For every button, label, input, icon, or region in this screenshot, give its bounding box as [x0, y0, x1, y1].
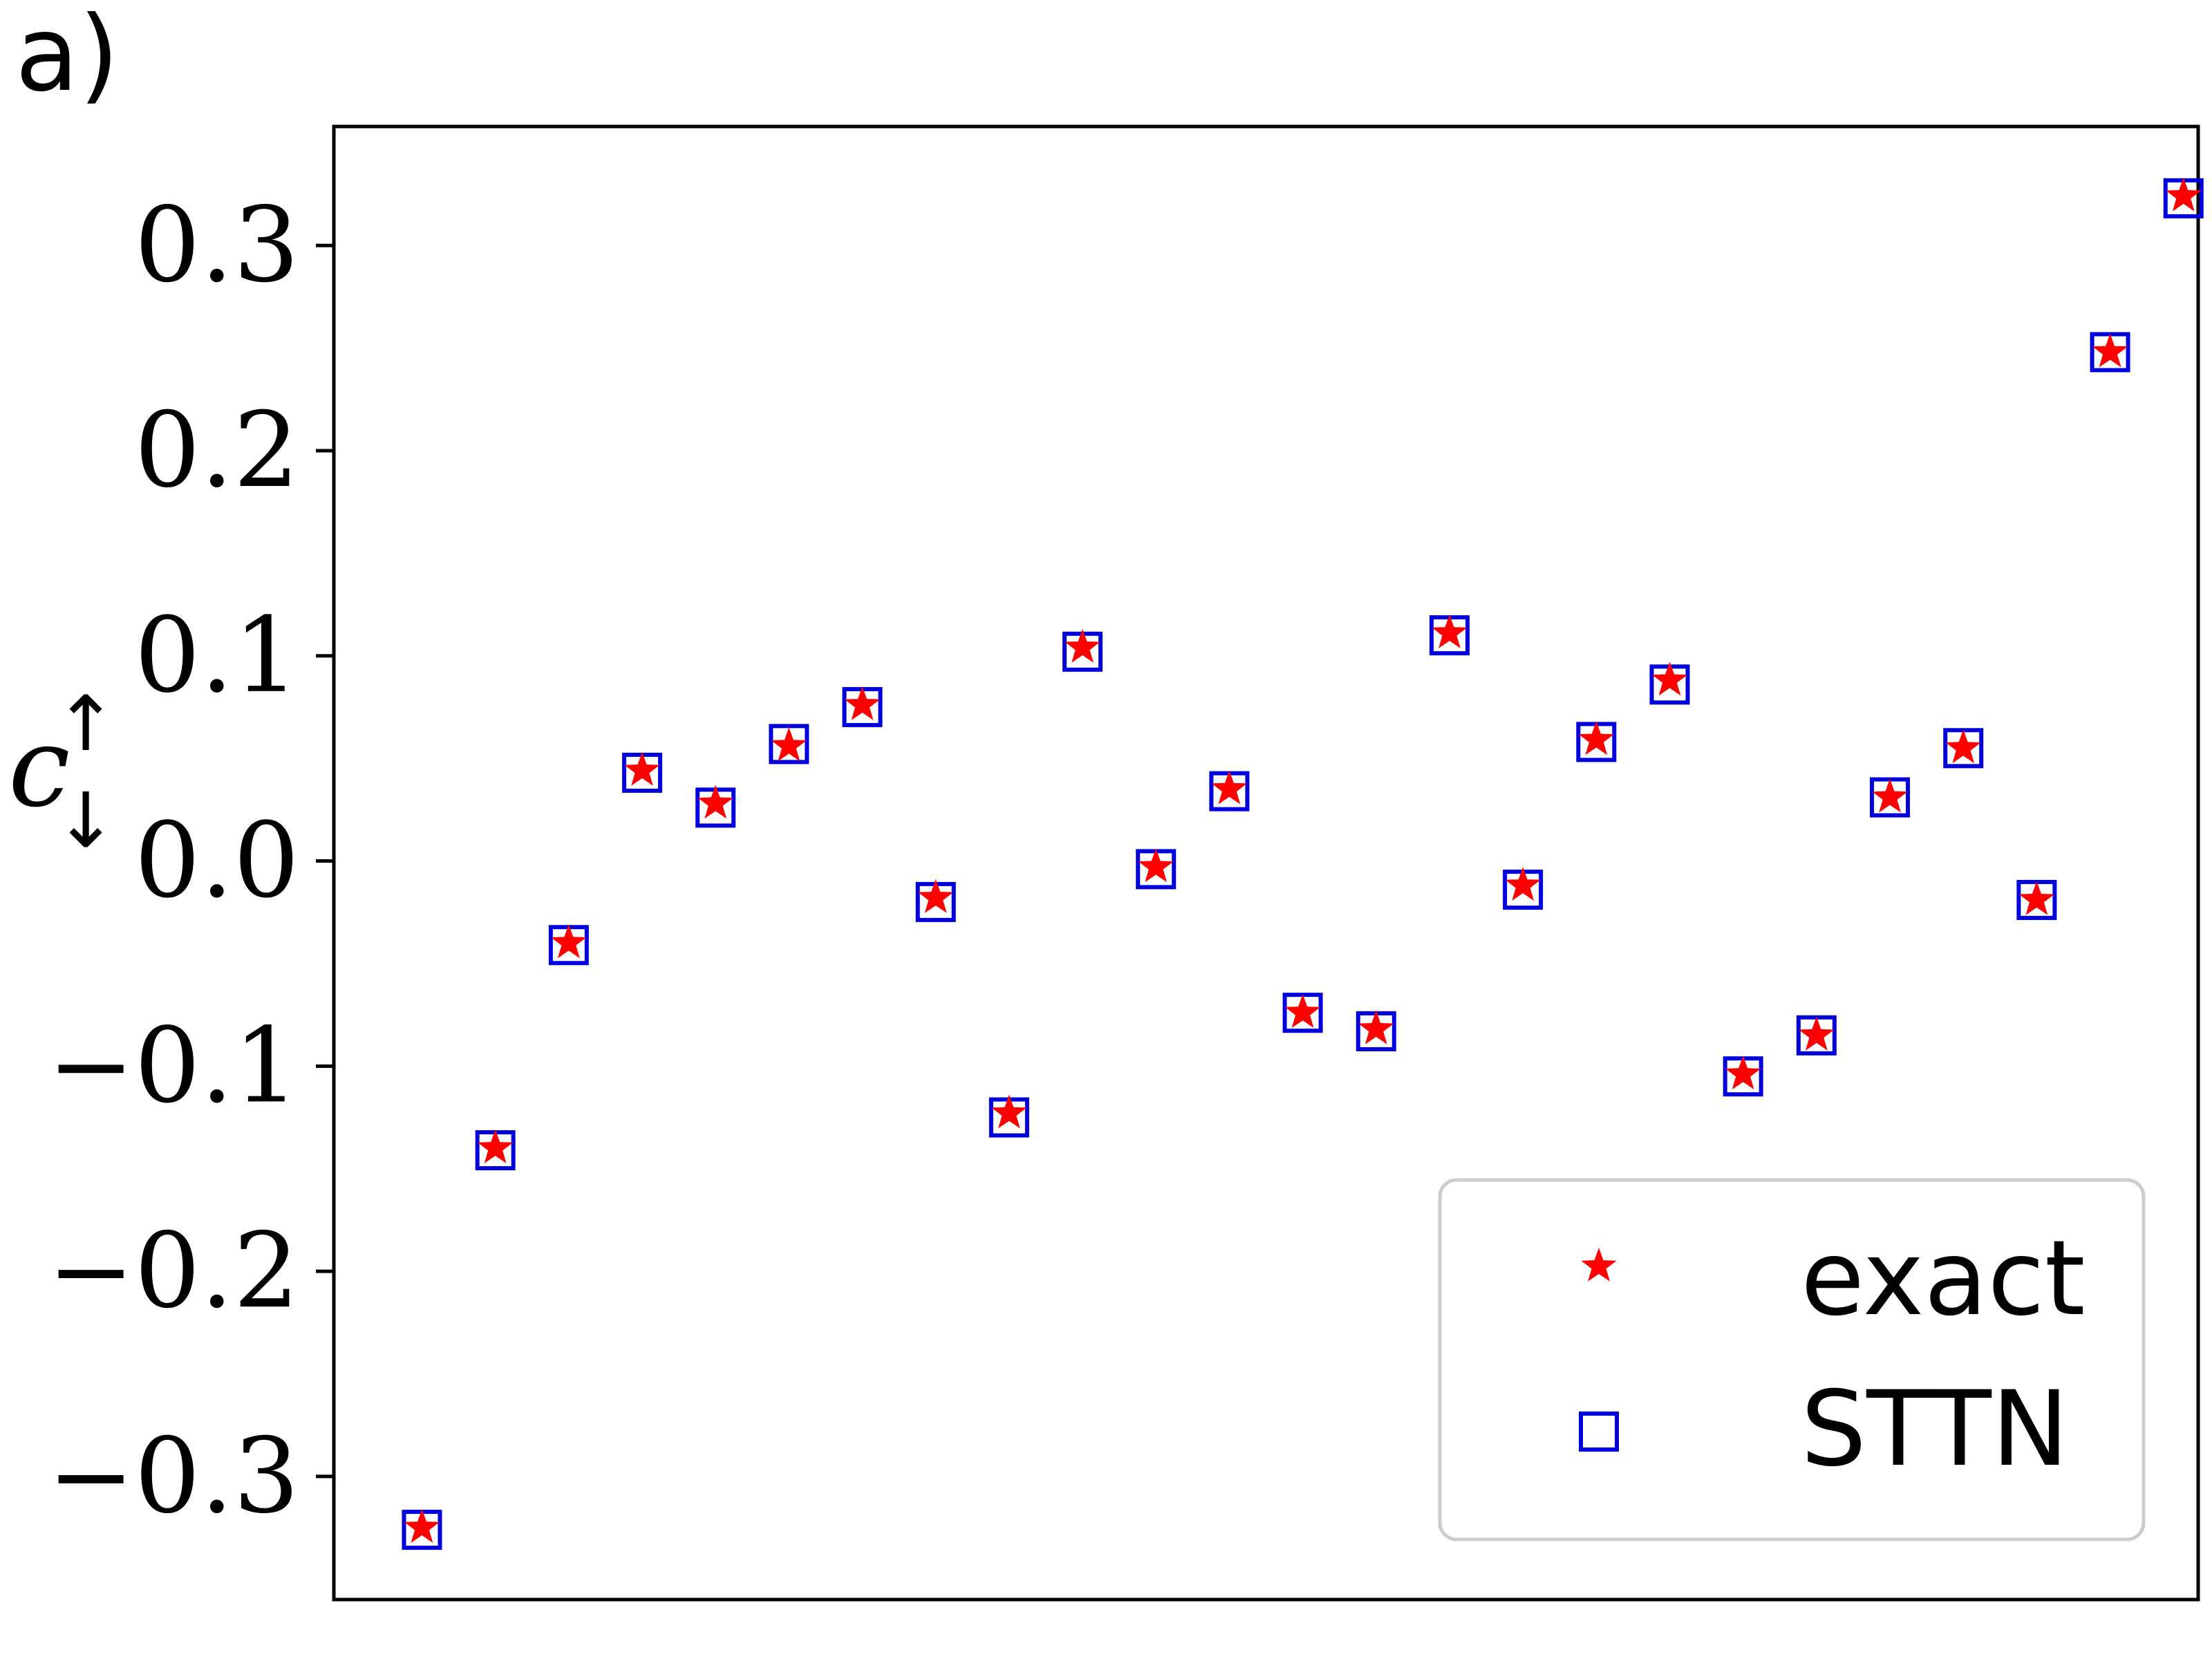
exact-point: [1945, 729, 1981, 764]
exact-point: [991, 1094, 1027, 1129]
exact-point: [404, 1509, 440, 1543]
y-tick-label: 0.3: [134, 185, 299, 306]
exact-point: [844, 686, 881, 720]
legend: exact STTN: [1438, 1178, 2146, 1541]
exact-point: [918, 879, 954, 913]
exact-point: [1725, 1056, 1761, 1089]
y-axis-label: c↑↓: [8, 679, 118, 865]
exact-point: [2018, 881, 2055, 915]
exact-point: [1432, 615, 1468, 648]
panel-label: a): [15, 0, 119, 115]
exact-point: [2092, 333, 2128, 368]
axes-frame: [332, 124, 2200, 1602]
y-axis-label-up-arrow: ↑: [54, 679, 118, 768]
plot-area: 0.3 0.2 0.1 0.0 −0.1 −0.2 −0.3: [48, 124, 2204, 1602]
y-tick-label: −0.1: [48, 1006, 299, 1126]
y-axis-label-text: c: [8, 702, 71, 832]
exact-point: [624, 751, 660, 786]
y-axis-label-down-arrow: ↓: [54, 776, 118, 865]
exact-point: [1284, 994, 1321, 1028]
exact-point: [1138, 848, 1174, 883]
exact-point: [1211, 770, 1248, 805]
exact-point: [1505, 867, 1541, 901]
exact-point: [477, 1130, 514, 1163]
legend-exact-marker: [1581, 1248, 1617, 1282]
sttn-point: [769, 724, 809, 765]
legend-exact-label: exact: [1801, 1219, 2086, 1339]
legend-sttn-marker: [1579, 1412, 1619, 1452]
exact-point: [697, 785, 733, 819]
y-tick-label: −0.3: [48, 1416, 299, 1537]
exact-point: [1799, 1016, 1835, 1051]
exact-point: [1651, 662, 1688, 696]
exact-point: [771, 727, 807, 762]
y-tick-label: 0.1: [134, 596, 299, 716]
exact-point: [1358, 1010, 1394, 1044]
exact-point: [2166, 177, 2202, 212]
y-tick-label: 0.0: [134, 801, 299, 921]
exact-point: [1578, 721, 1614, 756]
exact-point: [1872, 778, 1908, 813]
y-tick-label: 0.2: [134, 391, 299, 511]
exact-point: [551, 924, 587, 959]
exact-point: [1065, 628, 1100, 663]
y-tick-label: −0.2: [48, 1211, 299, 1331]
legend-sttn-label: STTN: [1801, 1369, 2069, 1490]
